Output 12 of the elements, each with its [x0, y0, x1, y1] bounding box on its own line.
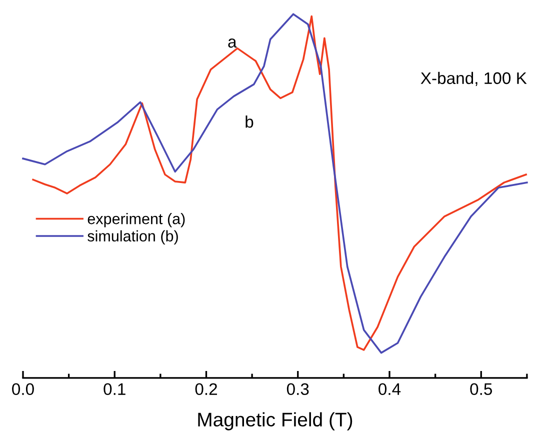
annotation: a — [228, 38, 237, 48]
x-tick-label: 0.0 — [12, 383, 34, 396]
x-tick-label: 0.2 — [195, 383, 217, 396]
legend-label: simulation (b) — [88, 230, 178, 245]
x-tick-label: 0.3 — [286, 383, 309, 396]
annotation: X-band, 100 K — [420, 72, 527, 86]
x-tick-label: 0.5 — [470, 383, 492, 396]
x-tick-label: 0.1 — [104, 383, 126, 396]
x-axis-title: Magnetic Field (T) — [198, 412, 352, 430]
x-tick-label: 0.4 — [378, 383, 401, 396]
annotation: b — [246, 115, 254, 128]
legend-label: experiment (a) — [88, 213, 185, 228]
